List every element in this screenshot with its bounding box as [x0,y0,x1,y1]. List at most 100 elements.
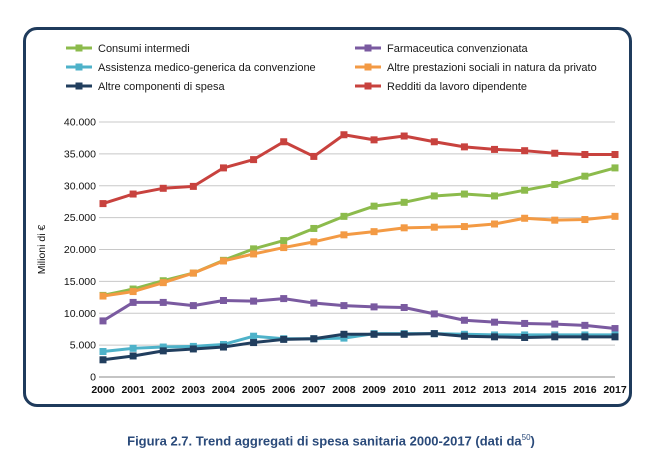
series-line [102,332,615,362]
legend-label: Assistenza medico-generica da convenzion… [98,62,316,74]
data-point [280,295,288,303]
data-point [159,298,167,306]
series-altre-prestazioni-sociali-in-natura-da-privato [99,212,619,300]
y-tick-label: 0 [90,372,96,384]
data-point [99,348,107,355]
data-point [99,317,107,325]
legend-item-consumi-intermedi: Consumi intermedi [66,43,190,55]
x-axis: 2000 2001 2002 2003 2004 2005 2006 2007 2008 2009… [91,384,627,396]
data-point [400,304,408,312]
y-tick-label: 30.000 [64,180,96,192]
data-point [219,343,227,351]
data-point [400,330,408,338]
series-lines [99,131,619,364]
legend-item-farmaceutica-convenzionata: Farmaceutica convenzionata [355,43,529,55]
data-point [460,190,468,198]
data-point [491,333,499,341]
series-altre-componenti-di-spesa [99,330,619,364]
data-point [189,302,197,310]
legend-swatch-marker [364,63,372,71]
data-point [400,224,408,232]
data-point [340,302,348,310]
series-farmaceutica-convenzionata [99,295,619,333]
data-point [611,164,619,172]
y-tick-label: 25.000 [64,212,96,224]
legend-label: Farmaceutica convenzionata [387,43,529,55]
x-tick-label: 2006 [272,384,296,396]
data-point [521,333,529,341]
caption-text: Figura 2.7. Trend aggregati di spesa san… [127,433,522,449]
data-point [250,339,258,347]
x-tick-label: 2008 [332,384,356,396]
x-tick-label: 2014 [513,384,537,396]
data-point [310,238,318,246]
legend-label: Altre componenti di spesa [98,81,225,93]
data-point [430,330,438,338]
x-tick-label: 2011 [423,384,446,396]
data-point [219,257,227,265]
data-point [189,345,197,353]
x-tick-label: 2005 [242,384,266,396]
data-point [129,352,137,360]
data-point [219,297,227,304]
x-tick-label: 2012 [453,384,477,396]
data-point [280,244,288,252]
data-point [430,223,438,231]
x-tick-label: 2002 [152,384,176,396]
data-point [99,356,107,364]
x-tick-label: 2010 [392,384,416,396]
data-point [250,250,258,258]
data-point [340,334,348,342]
data-point [250,332,258,340]
data-point [430,310,438,318]
figure-caption: Figura 2.7. Trend aggregati di spesa san… [0,433,662,448]
data-point [581,216,589,224]
y-axis: 0 5.000 10.000 15.000 20.000 25.000 30.000 35.0… [64,117,96,384]
legend-swatch-marker [364,82,372,90]
data-point [521,147,529,155]
data-point [129,298,137,306]
series-line [102,332,615,353]
data-point [551,180,559,188]
legend-item-assistenza-medico-generica-da-convenzione: Assistenza medico-generica da convenzion… [66,62,316,74]
data-point [370,136,378,144]
legend-swatch-marker [75,82,83,90]
data-point [280,335,288,343]
data-point [611,333,619,341]
data-point [340,212,348,220]
data-point [159,347,167,355]
caption-ref: 50 [521,433,531,442]
data-point [310,152,318,160]
legend-label: Altre prestazioni sociali in natura da p… [387,62,597,74]
x-tick-label: 2000 [91,384,115,396]
data-point [340,330,348,338]
legend-swatch-marker [75,63,83,71]
data-point [460,223,468,231]
data-point [129,288,137,296]
series-line [102,297,616,331]
caption-end: ) [530,433,535,449]
legend: Consumi intermedi Farmaceutica convenzion… [66,43,597,93]
data-point [340,131,348,139]
data-point [310,335,318,343]
x-tick-label: 2009 [362,384,386,396]
data-point [551,149,559,157]
series-redditi-da-lavoro-dipendente [99,131,619,208]
data-point [370,228,378,236]
data-point [491,318,499,326]
series-line [102,214,616,298]
data-point [370,330,378,338]
x-tick-label: 2013 [483,384,507,396]
x-tick-label: 2007 [302,384,326,396]
data-point [159,343,167,351]
y-tick-label: 15.000 [64,276,96,288]
data-point [581,172,589,180]
data-point [551,333,559,341]
grid [99,121,615,378]
data-point [99,292,107,300]
data-point [400,132,408,140]
legend-swatch-marker [364,44,372,52]
data-point [521,214,529,222]
data-point [430,192,438,200]
